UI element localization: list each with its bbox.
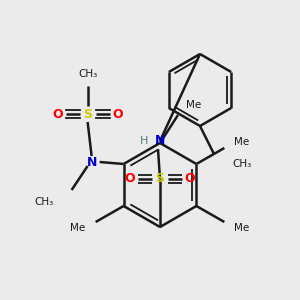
Text: O: O [112, 107, 123, 121]
Text: Me: Me [70, 223, 86, 233]
Text: H: H [140, 136, 148, 146]
Text: N: N [86, 155, 97, 169]
Text: CH₃: CH₃ [78, 69, 97, 79]
Text: S: S [83, 107, 92, 121]
Text: Me: Me [234, 137, 250, 147]
Text: CH₃: CH₃ [232, 159, 251, 169]
Text: Me: Me [234, 223, 250, 233]
Text: N: N [155, 134, 165, 148]
Text: O: O [185, 172, 195, 185]
Text: CH₃: CH₃ [34, 197, 54, 207]
Text: O: O [125, 172, 135, 185]
Text: O: O [52, 107, 63, 121]
Text: S: S [155, 172, 164, 185]
Text: Me: Me [186, 100, 201, 110]
